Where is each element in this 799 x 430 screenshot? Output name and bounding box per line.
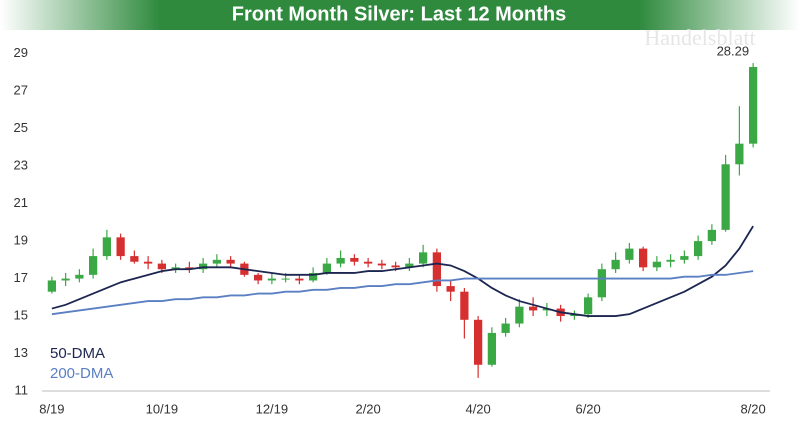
candle-body (295, 278, 304, 281)
candle-body (529, 306, 538, 311)
candle-body (735, 143, 744, 165)
candle-body (707, 229, 716, 242)
candle-body (89, 256, 98, 275)
y-tick-label: 29 (14, 45, 28, 60)
candle-body (721, 164, 730, 230)
moving-average-line (51, 270, 754, 316)
y-tick-label: 15 (14, 307, 28, 322)
watermark: Handelsblatt (644, 25, 755, 50)
candle-body (226, 259, 235, 264)
candle-body (364, 261, 373, 264)
candle-body (542, 308, 551, 311)
y-tick-label: 11 (15, 382, 29, 397)
candle-body (267, 278, 276, 281)
candle-body (432, 252, 441, 287)
candle-body (680, 256, 689, 260)
y-tick-label: 25 (14, 120, 28, 135)
candle-body (130, 256, 139, 262)
chart-title: Front Month Silver: Last 12 Months (232, 3, 566, 25)
candle-body (47, 280, 56, 292)
candle-body (157, 263, 166, 270)
candle-body (501, 323, 510, 333)
candle-body (611, 259, 620, 270)
candle-body (666, 259, 675, 262)
candle-body (639, 248, 648, 268)
legend-label: 200-DMA (50, 365, 113, 382)
candle-body (487, 332, 496, 365)
y-tick-label: 21 (14, 195, 28, 210)
x-tick-label: 8/19 (39, 401, 64, 416)
candle-body (102, 237, 111, 257)
candle-body (419, 252, 428, 264)
candle-body (61, 278, 70, 281)
title-bar (0, 0, 799, 30)
candle-body (749, 67, 758, 144)
x-tick-label: 10/19 (146, 401, 179, 416)
candle-body (185, 267, 194, 270)
candle-body (350, 257, 359, 262)
candle-body (652, 261, 661, 268)
candle-body (336, 257, 345, 264)
candle-body (584, 297, 593, 315)
candle-body (391, 265, 400, 268)
y-tick-label: 27 (14, 83, 28, 98)
candle-body (625, 248, 634, 260)
candle-body (212, 259, 221, 264)
candle-body (377, 263, 386, 266)
y-tick-label: 19 (14, 233, 28, 248)
y-tick-label: 17 (14, 270, 28, 285)
candle-body (116, 237, 125, 257)
candle-body (405, 263, 414, 268)
candle-body (199, 263, 208, 270)
candle-body (75, 274, 84, 279)
candle-body (515, 306, 524, 324)
candle-body (570, 314, 579, 317)
legend-label: 50-DMA (50, 345, 105, 362)
candle-body (597, 269, 606, 298)
y-tick-label: 23 (14, 158, 28, 173)
x-tick-label: 12/19 (256, 401, 289, 416)
candle-body (281, 278, 290, 280)
x-tick-label: 2/20 (355, 401, 380, 416)
candle-body (446, 286, 455, 292)
candle-body (171, 267, 180, 270)
candle-body (309, 272, 318, 281)
candle-body (254, 274, 263, 281)
y-tick-label: 13 (14, 345, 28, 360)
x-tick-label: 8/20 (740, 401, 765, 416)
data-label: 28.29 (717, 43, 750, 58)
candle-body (322, 263, 331, 273)
x-tick-label: 6/20 (575, 401, 600, 416)
x-tick-label: 4/20 (465, 401, 490, 416)
moving-average-line (51, 225, 754, 317)
candle-body (474, 319, 483, 365)
candle-body (144, 261, 153, 264)
candle-body (694, 241, 703, 257)
candle-body (460, 291, 469, 320)
